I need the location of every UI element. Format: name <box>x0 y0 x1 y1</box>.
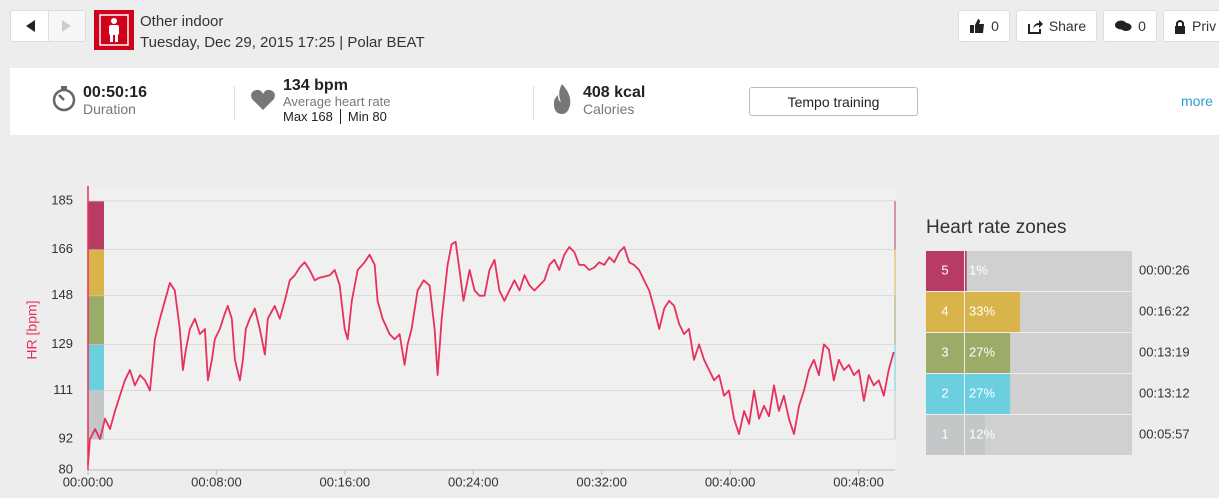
comment-icon <box>1115 20 1132 31</box>
duration-value: 00:50:16 <box>83 84 148 101</box>
min-hr: Min 80 <box>339 109 387 124</box>
x-tick-label: 00:16:00 <box>320 474 371 489</box>
sport-name: Other indoor <box>140 13 224 30</box>
lock-icon <box>1175 19 1185 34</box>
x-tick-label: 00:32:00 <box>576 474 627 489</box>
zone-box <box>926 333 964 373</box>
share-label: Share <box>1048 18 1087 34</box>
forward-icon <box>62 20 71 32</box>
zone-duration: 00:13:19 <box>1139 344 1190 359</box>
x-tick-label: 00:24:00 <box>448 474 499 489</box>
zone-duration: 00:16:22 <box>1139 303 1190 318</box>
divider <box>234 86 235 120</box>
person-icon <box>99 14 129 46</box>
like-button[interactable]: 0 <box>958 10 1010 42</box>
y-tick-label: 92 <box>59 431 73 446</box>
like-icon <box>970 19 985 33</box>
zones-title: Heart rate zones <box>926 217 1066 238</box>
y-tick-label: 80 <box>59 461 73 476</box>
zone-duration: 00:00:26 <box>1139 262 1190 277</box>
zone-percent: 27% <box>969 344 995 359</box>
back-icon <box>25 20 35 32</box>
y-tick-label: 148 <box>51 287 73 302</box>
zone-box <box>926 292 964 332</box>
sport-icon <box>94 10 134 50</box>
training-button[interactable]: Tempo training <box>749 87 918 116</box>
y-axis-label: HR [bpm] <box>24 300 40 359</box>
zone-bar <box>965 333 1011 373</box>
divider <box>533 86 534 120</box>
max-hr: Max 168 <box>283 109 333 124</box>
zone-percent: 27% <box>969 385 995 400</box>
y-tick-label: 111 <box>53 382 73 397</box>
comment-button[interactable]: 0 <box>1103 10 1157 42</box>
zone-box <box>926 251 964 291</box>
hr-line <box>87 240 895 465</box>
duration-label: Duration <box>83 101 136 117</box>
share-button[interactable]: Share <box>1016 10 1097 42</box>
summary-bar: 00:50:16 Duration 134 bpm Average heart … <box>10 68 1219 135</box>
more-link[interactable]: more <box>1181 93 1213 109</box>
zone-box <box>926 374 964 414</box>
x-tick-label: 00:40:00 <box>705 474 756 489</box>
plot-area <box>88 188 895 470</box>
x-tick-label: 00:08:00 <box>191 474 242 489</box>
zone-percent: 12% <box>969 426 995 441</box>
y-tick-label: 185 <box>51 192 73 207</box>
zone-track <box>965 415 1132 455</box>
session-subtitle: Tuesday, Dec 29, 2015 17:25 | Polar BEAT <box>140 34 425 51</box>
zone-track <box>965 251 1132 291</box>
x-tick-label: 00:00:00 <box>63 474 114 489</box>
x-tick-label: 00:48:00 <box>833 474 884 489</box>
calories-label: Calories <box>583 101 635 117</box>
share-icon <box>1027 20 1043 34</box>
privacy-label: Priv <box>1192 18 1217 34</box>
comment-count: 0 <box>1138 18 1146 34</box>
like-count: 0 <box>991 18 999 34</box>
avg-hr-value: 134 bpm <box>283 77 348 94</box>
zone-percent: 33% <box>969 303 995 318</box>
zone-stripe <box>88 200 104 250</box>
zone-stripe <box>88 249 104 296</box>
stopwatch-icon <box>52 86 76 112</box>
heart-icon <box>251 89 275 110</box>
zone-bar <box>965 415 986 455</box>
zone-duration: 00:05:57 <box>1139 426 1190 441</box>
zone-stripe <box>88 295 104 345</box>
zone-bar <box>965 251 967 291</box>
back-button[interactable] <box>10 10 49 42</box>
zone-percent: 1% <box>969 262 988 277</box>
zone-bar <box>965 292 1021 332</box>
zone-stripe <box>88 344 104 391</box>
zone-number: 4 <box>941 303 948 318</box>
zone-bar <box>965 374 1011 414</box>
zone-number: 3 <box>941 344 948 359</box>
zone-box <box>926 415 964 455</box>
avg-hr-label: Average heart rate <box>283 94 391 109</box>
zone-duration: 00:13:12 <box>1139 385 1190 400</box>
forward-button[interactable] <box>48 10 86 42</box>
zone-number: 1 <box>941 426 948 441</box>
y-tick-label: 166 <box>51 241 73 256</box>
y-tick-label: 129 <box>51 336 73 351</box>
calories-value: 408 kcal <box>583 84 646 101</box>
flame-icon <box>553 84 571 114</box>
zone-number: 2 <box>941 385 948 400</box>
zone-number: 5 <box>941 262 948 277</box>
zone-stripe <box>88 390 104 440</box>
privacy-button[interactable]: Priv <box>1163 10 1219 42</box>
